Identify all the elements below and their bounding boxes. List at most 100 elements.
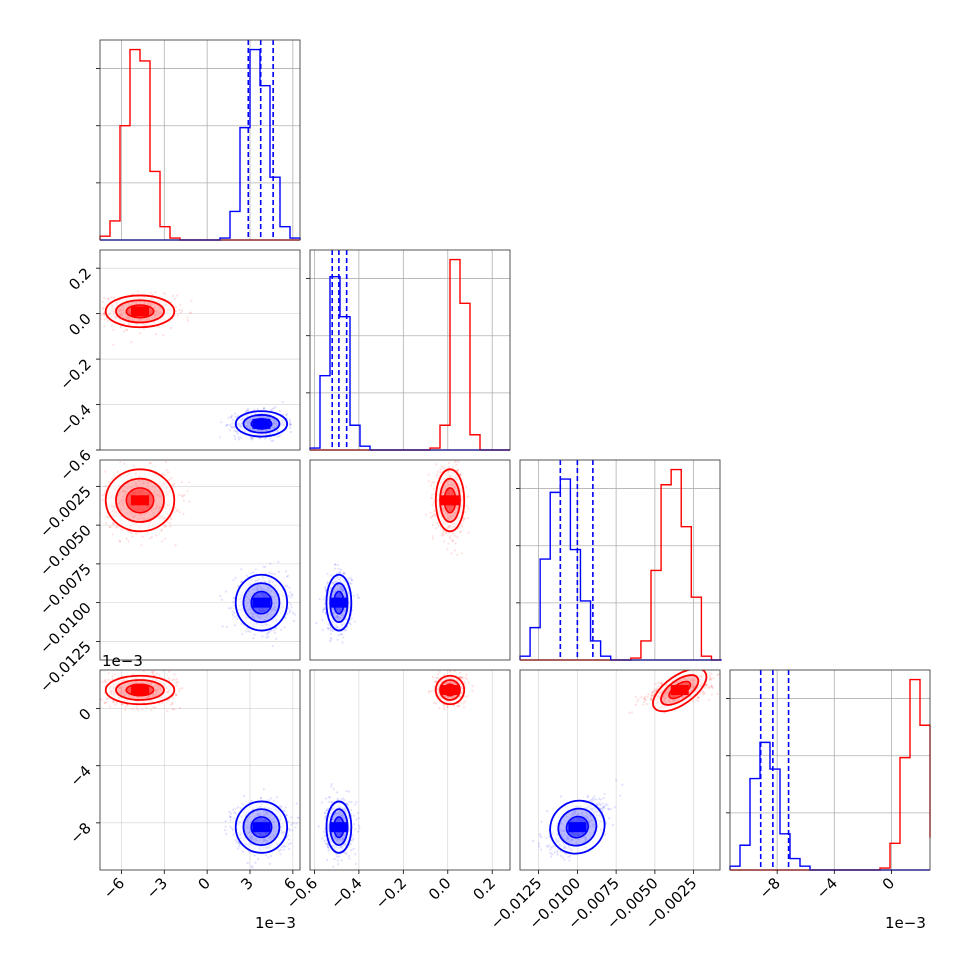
sample-point [97, 302, 99, 304]
sample-point [178, 309, 181, 312]
sample-point [119, 460, 122, 463]
sample-point [280, 628, 283, 631]
sample-point [431, 535, 434, 538]
sample-point [258, 437, 261, 440]
sample-point [162, 291, 165, 294]
sample-point [251, 438, 254, 441]
sample-point [326, 581, 329, 584]
sample-point [436, 470, 439, 473]
sample-point [246, 627, 249, 630]
sample-point [457, 460, 460, 463]
sample-point [115, 701, 118, 704]
sample-point [272, 629, 275, 632]
sample-point [148, 462, 151, 465]
sample-point [179, 311, 182, 314]
panel-frame [309, 459, 511, 661]
sample-point [124, 708, 127, 712]
sample-point [433, 509, 436, 513]
sample-point [336, 638, 339, 641]
sample-point [175, 678, 178, 681]
sample-point [131, 535, 134, 538]
sample-point [270, 439, 273, 442]
sample-point [284, 585, 287, 588]
sample-point [358, 596, 361, 599]
sample-point [136, 290, 139, 293]
sample-point [323, 608, 326, 611]
sample-point [252, 637, 255, 640]
sample-point [107, 516, 110, 519]
sample-point [341, 633, 344, 636]
sample-point [124, 328, 127, 331]
sample-point [186, 316, 189, 319]
sample-point [104, 702, 107, 705]
sample-point [120, 457, 122, 459]
sample-point [106, 298, 109, 301]
sample-point [333, 563, 337, 566]
sample-point [269, 562, 272, 565]
sample-point [460, 523, 463, 526]
sample-point [112, 521, 115, 524]
sample-point [270, 629, 273, 632]
sample-point [244, 630, 247, 633]
sample-point [186, 319, 189, 322]
sample-point [286, 612, 289, 615]
sample-point [100, 313, 103, 316]
sample-point [449, 535, 452, 538]
sample-point [183, 494, 186, 497]
sample-point [450, 552, 453, 555]
sample-point [125, 537, 128, 540]
density-peak [329, 597, 348, 608]
sample-point [435, 463, 438, 466]
sample-point [329, 640, 332, 643]
sample-point [284, 617, 287, 620]
sample-point [429, 516, 432, 520]
sample-point [232, 579, 235, 582]
sample-point [233, 611, 236, 615]
sample-point [356, 596, 359, 599]
sample-point [145, 706, 148, 710]
sample-point [88, 694, 90, 696]
sample-point [240, 622, 243, 626]
sample-point [97, 498, 99, 500]
sample-point [452, 453, 454, 455]
sample-point [104, 522, 108, 525]
sample-point [274, 406, 277, 409]
sample-point [152, 670, 155, 673]
sample-point [168, 679, 171, 682]
sample-point [114, 703, 117, 706]
sample-point [89, 687, 91, 689]
sample-point [353, 620, 356, 623]
sample-point [323, 606, 326, 609]
panel-p20 [97, 457, 301, 661]
sample-point [237, 436, 240, 439]
sample-point [245, 409, 248, 412]
sample-point [348, 622, 351, 625]
sample-point [106, 697, 109, 700]
panel-p0 [96, 39, 301, 241]
sample-point [337, 567, 340, 570]
sample-point [268, 630, 271, 633]
sample-point [113, 673, 116, 676]
sample-point [430, 496, 433, 499]
sample-point [460, 552, 463, 555]
sample-point [166, 710, 169, 713]
sample-point [226, 423, 229, 426]
sample-point [427, 480, 430, 483]
sample-point [467, 495, 470, 498]
sample-point [324, 589, 327, 592]
sample-point [288, 423, 292, 426]
sample-point [293, 620, 296, 623]
sample-point [271, 408, 274, 411]
sample-point [149, 291, 152, 294]
sample-point [176, 314, 179, 317]
sample-point [437, 524, 440, 527]
sample-point [230, 415, 233, 418]
sample-point [94, 687, 96, 689]
sample-point [163, 474, 166, 477]
sample-point [155, 534, 158, 537]
sample-point [451, 539, 454, 542]
sample-point [262, 406, 265, 409]
sample-point [460, 530, 463, 533]
sample-point [232, 425, 235, 428]
sample-point [220, 421, 223, 424]
